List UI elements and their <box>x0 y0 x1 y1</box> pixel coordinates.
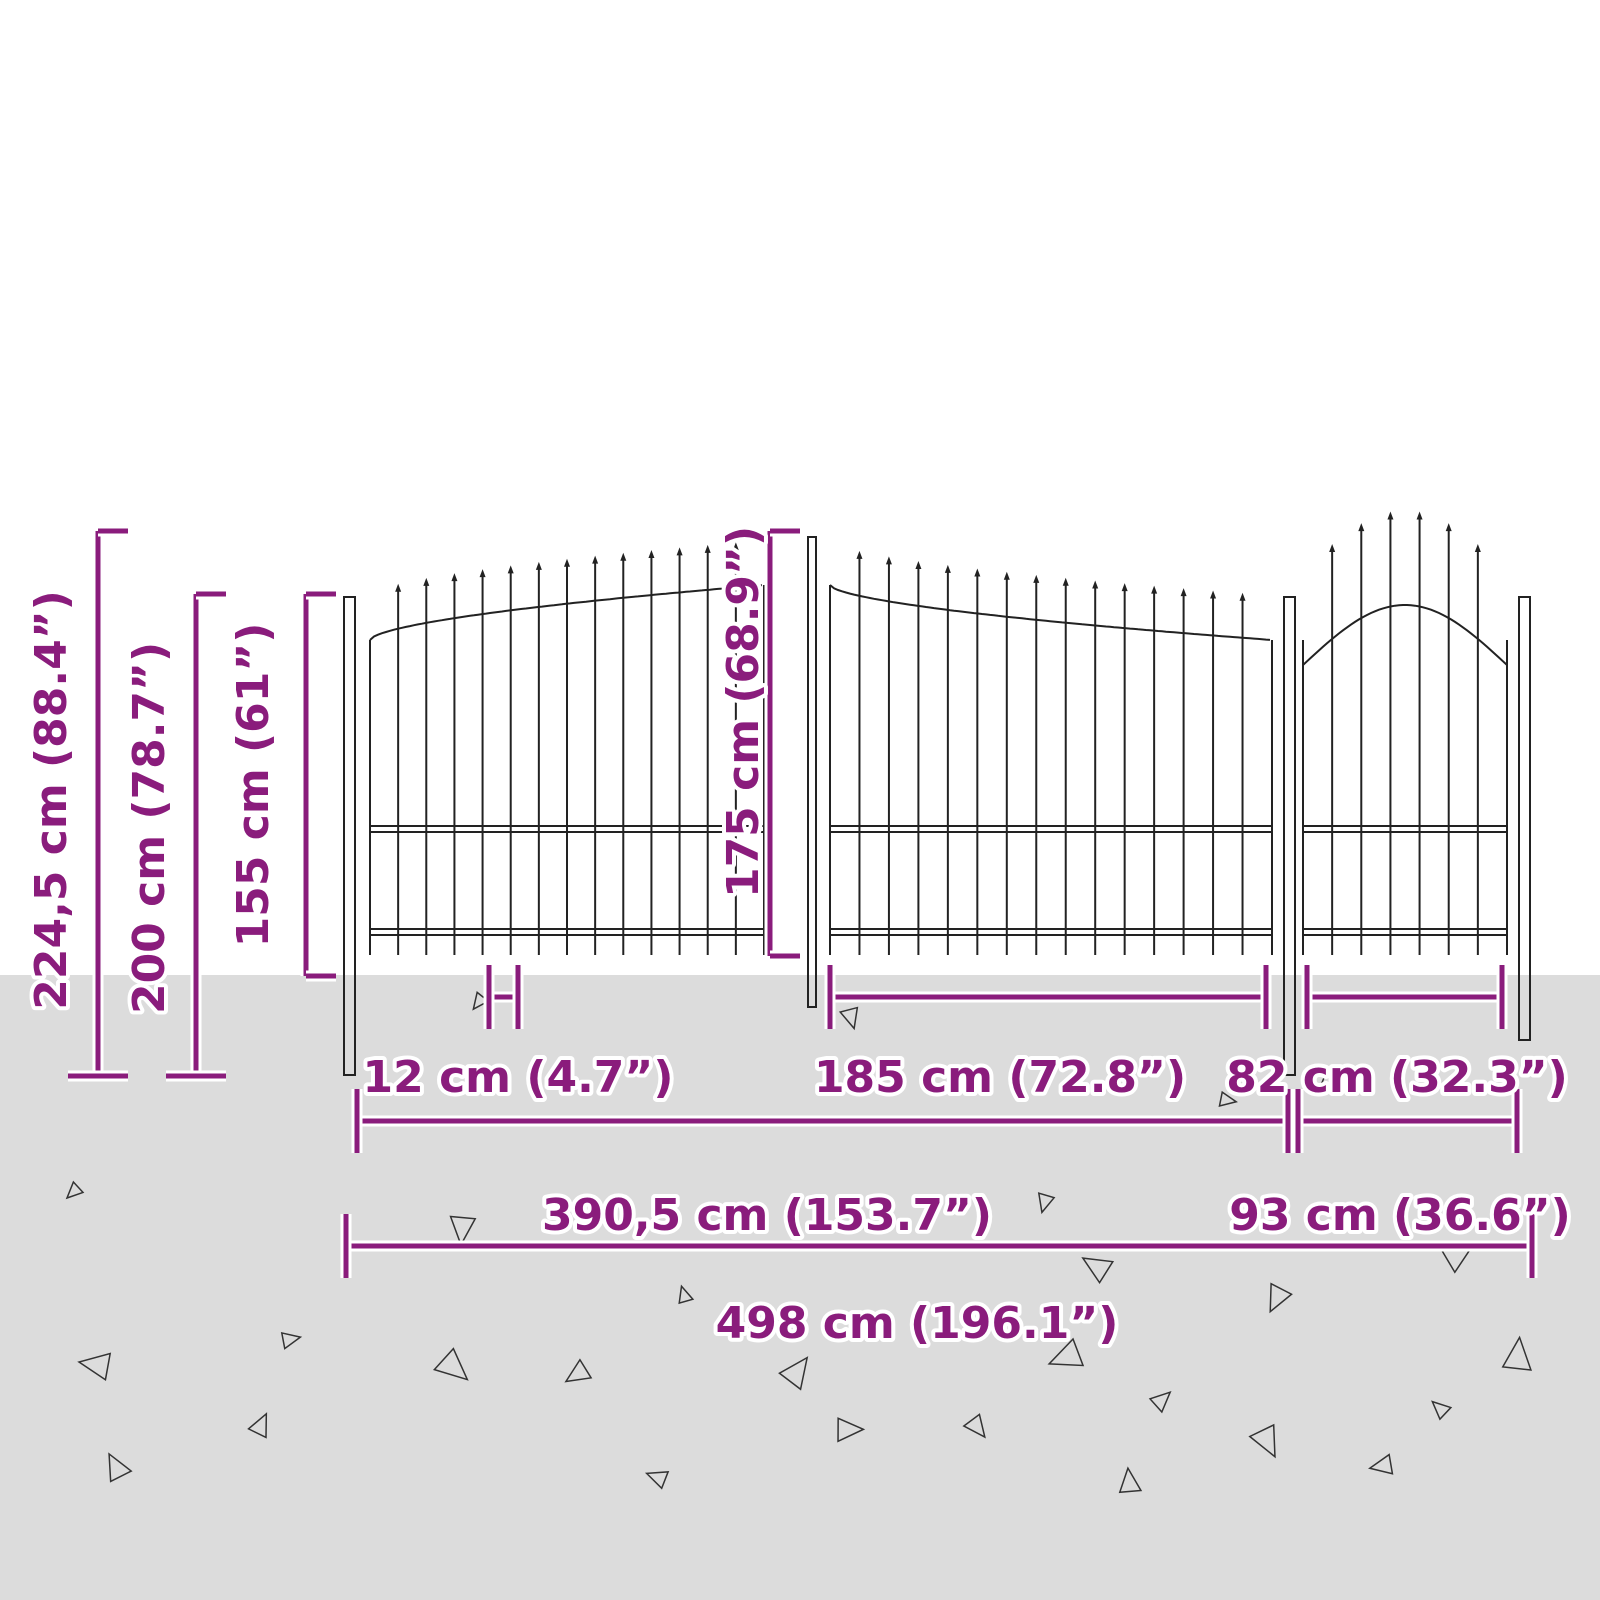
dimension-label: 175 cm (68.9”) <box>718 526 769 898</box>
gravel-stone <box>280 1331 303 1350</box>
dimension-label: 82 cm (32.3”) <box>1226 1052 1568 1103</box>
spike <box>1329 543 1336 552</box>
rail <box>1302 825 1508 833</box>
gravel-stone <box>564 1358 593 1383</box>
gravel-stone <box>644 1470 670 1490</box>
spike <box>451 573 458 582</box>
spike <box>1003 571 1010 580</box>
spike <box>1210 590 1217 599</box>
spike <box>856 550 863 559</box>
gravel-stone <box>1318 1066 1348 1089</box>
spike <box>1151 585 1158 594</box>
arch <box>1302 604 1508 666</box>
dimension-lines <box>68 525 1538 1278</box>
gravel-stone <box>65 1180 85 1200</box>
spike <box>944 564 951 573</box>
spike <box>507 565 514 574</box>
spike <box>423 577 430 586</box>
dimension-label: 93 cm (36.6”) <box>1229 1190 1571 1241</box>
gravel-stone <box>1037 1192 1056 1215</box>
dimension-label: 224,5 cm (88.4”) <box>26 590 77 1009</box>
spike <box>1358 523 1365 532</box>
gravel-stone <box>1081 1257 1115 1284</box>
spike <box>915 560 922 569</box>
spike <box>1474 543 1481 552</box>
spike <box>1387 511 1394 520</box>
dimension-label: 155 cm (61”) <box>228 623 279 948</box>
rail <box>829 825 1273 833</box>
gravel-stone <box>1248 1423 1276 1459</box>
gravel-stone <box>1368 1453 1394 1475</box>
gravel-stone <box>1047 1337 1085 1367</box>
gravel-stone <box>678 1284 695 1305</box>
spike <box>885 556 892 565</box>
gravel-stone <box>1269 1282 1293 1314</box>
dimension-label: 12 cm (4.7”) <box>363 1052 674 1103</box>
dimension-label: 185 cm (72.8”) <box>814 1052 1186 1103</box>
spike <box>564 558 570 567</box>
spike <box>395 583 402 592</box>
gravel-stone <box>247 1412 268 1439</box>
ground <box>0 975 1600 1600</box>
spike <box>535 561 542 570</box>
spike <box>1239 592 1246 601</box>
spike <box>592 555 599 564</box>
gravel-stone <box>77 1352 112 1381</box>
gravel-stone <box>837 1417 866 1443</box>
gravel-stone <box>449 1215 477 1247</box>
spike <box>974 568 981 577</box>
rail <box>1302 928 1508 936</box>
spike <box>1062 577 1069 586</box>
spike <box>676 547 683 556</box>
arch <box>829 584 1271 641</box>
spike <box>704 544 711 553</box>
spike <box>620 552 627 561</box>
spike <box>1092 580 1099 589</box>
gate-drawing <box>343 511 1531 1076</box>
dimension-label: 200 cm (78.7”) <box>124 642 175 1014</box>
post <box>807 536 817 1008</box>
post <box>343 596 356 1076</box>
gravel-stone <box>1501 1335 1533 1371</box>
gravel-stone <box>778 1356 809 1391</box>
spike <box>1121 583 1128 592</box>
spike <box>648 550 655 559</box>
post <box>1518 596 1531 1041</box>
rail <box>829 928 1273 936</box>
post <box>1283 596 1296 1076</box>
spike <box>1445 523 1452 532</box>
dimension-label: 390,5 cm (153.7”) <box>542 1190 992 1241</box>
spike <box>732 542 739 551</box>
spike <box>1033 574 1040 583</box>
gravel-stone <box>472 991 490 1011</box>
gravel <box>65 991 1533 1494</box>
spike <box>479 569 486 578</box>
gravel-stone <box>1218 1090 1238 1108</box>
dimension-label: 498 cm (196.1”) <box>716 1298 1119 1349</box>
gravel-stone <box>1118 1466 1143 1494</box>
spike <box>1416 511 1423 520</box>
gravel-stone <box>962 1413 986 1439</box>
gravel-stone <box>432 1347 469 1381</box>
gravel-stone <box>108 1452 133 1483</box>
spike <box>1180 588 1187 597</box>
gravel-stone <box>1148 1390 1172 1414</box>
gravel-stone <box>838 1006 859 1031</box>
gravel-stone <box>1431 1400 1453 1421</box>
